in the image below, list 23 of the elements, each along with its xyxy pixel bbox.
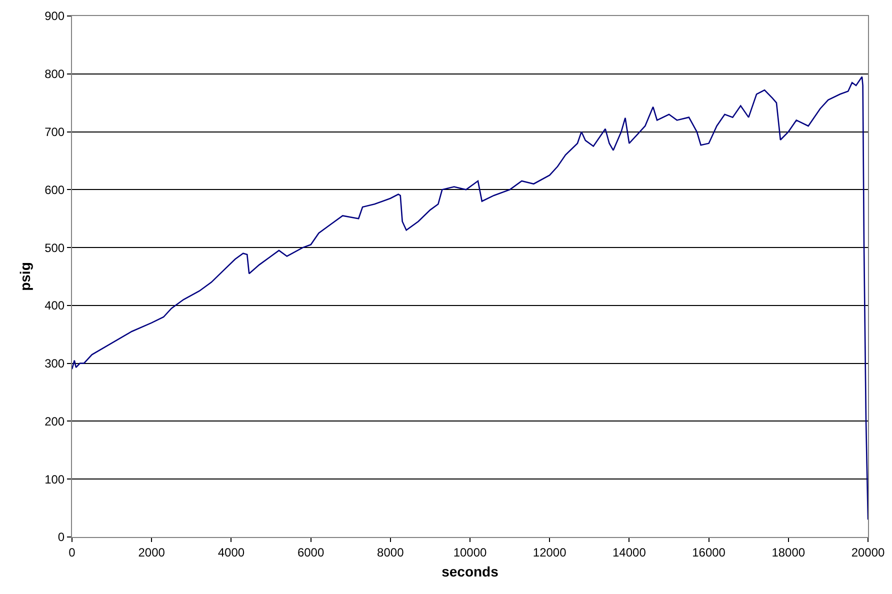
y-tick-label: 200 bbox=[44, 414, 65, 428]
y-tick-label: 700 bbox=[44, 124, 65, 139]
y-tick-label: 500 bbox=[44, 240, 65, 255]
y-axis-title: psig bbox=[17, 262, 34, 291]
x-axis-title: seconds bbox=[442, 564, 499, 580]
x-tick-label: 8000 bbox=[377, 545, 404, 560]
y-tick-label: 400 bbox=[44, 298, 65, 313]
y-tick-label: 800 bbox=[44, 67, 65, 82]
x-tick-label: 4000 bbox=[218, 545, 245, 560]
x-tick-label: 2000 bbox=[138, 545, 166, 560]
x-tick-label: 16000 bbox=[692, 545, 726, 560]
x-tick-label: 0 bbox=[68, 545, 76, 560]
y-tick-label: 600 bbox=[44, 182, 65, 197]
x-tick-label: 12000 bbox=[532, 545, 567, 560]
y-tick-label: 900 bbox=[44, 9, 65, 24]
x-tick-label: 6000 bbox=[297, 545, 324, 560]
y-tick-label: 0 bbox=[58, 530, 65, 544]
x-tick-label: 18000 bbox=[772, 545, 806, 560]
y-tick-label: 100 bbox=[44, 472, 65, 486]
x-tick-label: 10000 bbox=[453, 545, 488, 560]
x-tick-label: 20000 bbox=[851, 545, 886, 560]
y-tick-label: 300 bbox=[44, 356, 65, 371]
x-tick-label: 14000 bbox=[612, 545, 646, 560]
